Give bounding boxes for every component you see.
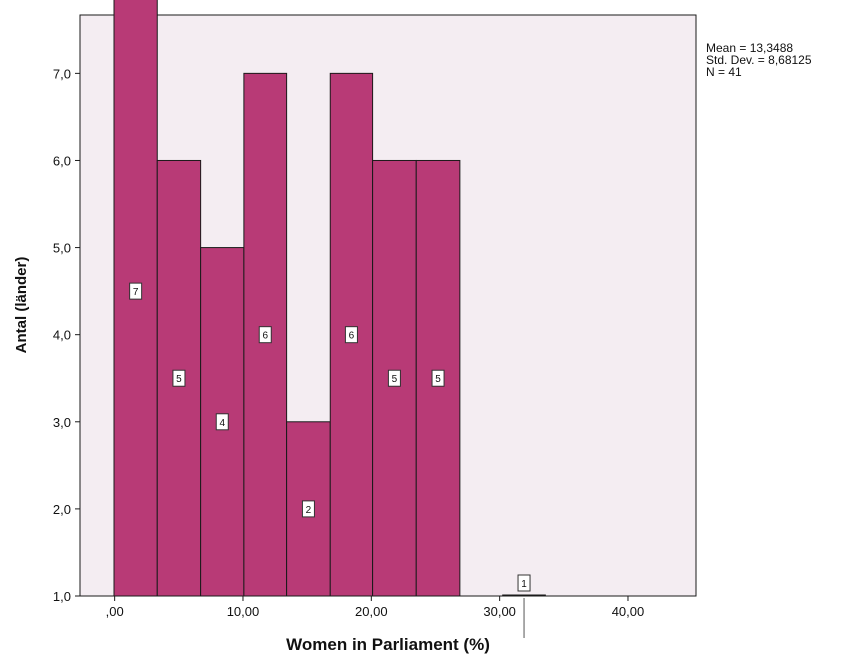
bar-count-label: 5 <box>431 369 445 387</box>
bar-labels-group: 7 5 4 6 2 6 5 5 1 <box>129 282 531 592</box>
bar-count-label-box <box>129 282 143 300</box>
bar-count-label-text: 6 <box>262 331 268 342</box>
bar-count-label: 1 <box>517 574 531 592</box>
bar-count-label: 6 <box>258 326 272 344</box>
stats-n: N = 41 <box>706 65 742 79</box>
bar-count-label: 7 <box>129 282 143 300</box>
bar-count-label-text: 7 <box>133 287 139 298</box>
bar-count-label-box <box>517 574 531 592</box>
y-tick-label: 1,0 <box>53 589 71 604</box>
bar-count-label-text: 5 <box>435 374 441 385</box>
stats-mean: Mean = 13,3488 <box>706 41 794 55</box>
bar-count-label-box <box>172 369 186 387</box>
bar-count-label-box <box>215 413 229 431</box>
bar-count-label-box <box>387 369 401 387</box>
y-tick-label: 5,0 <box>53 241 71 256</box>
bar-count-label-box <box>431 369 445 387</box>
y-tick-label: 2,0 <box>53 502 71 517</box>
x-tick-label: 10,00 <box>227 604 260 619</box>
x-axis-title: Women in Parliament (%) <box>286 635 490 654</box>
bar-count-label-box <box>301 500 315 518</box>
x-tick-label: 40,00 <box>612 604 645 619</box>
bar-count-label: 2 <box>301 500 315 518</box>
y-tick-label: 6,0 <box>53 153 71 168</box>
bar-count-label: 6 <box>344 326 358 344</box>
y-tick-label: 7,0 <box>53 66 71 81</box>
bar-count-label-text: 2 <box>306 505 312 516</box>
statistics-legend: Mean = 13,3488 Std. Dev. = 8,68125 N = 4… <box>706 42 812 78</box>
bar-count-label-text: 4 <box>219 418 225 429</box>
bar-count-label: 5 <box>387 369 401 387</box>
bar-count-label-box <box>344 326 358 344</box>
bar-count-label-text: 5 <box>176 374 182 385</box>
y-tick-label: 3,0 <box>53 415 71 430</box>
y-tick-label: 4,0 <box>53 328 71 343</box>
y-axis: 1,0 2,0 3,0 4,0 5,0 6,0 7,0 <box>53 66 80 604</box>
bar-count-label-text: 1 <box>521 579 527 590</box>
y-axis-title: Antal (länder) <box>13 257 30 354</box>
x-axis: ,00 10,00 20,00 30,00 40,00 <box>106 596 645 638</box>
bar-count-label-text: 6 <box>349 331 355 342</box>
bar-count-label: 4 <box>215 413 229 431</box>
bar-count-label-text: 5 <box>392 374 398 385</box>
bar-count-label-box <box>258 326 272 344</box>
x-tick-label: 30,00 <box>483 604 516 619</box>
x-tick-label: ,00 <box>106 604 124 619</box>
stats-std-dev: Std. Dev. = 8,68125 <box>706 53 812 67</box>
x-tick-label: 20,00 <box>355 604 388 619</box>
bar-count-label: 5 <box>172 369 186 387</box>
